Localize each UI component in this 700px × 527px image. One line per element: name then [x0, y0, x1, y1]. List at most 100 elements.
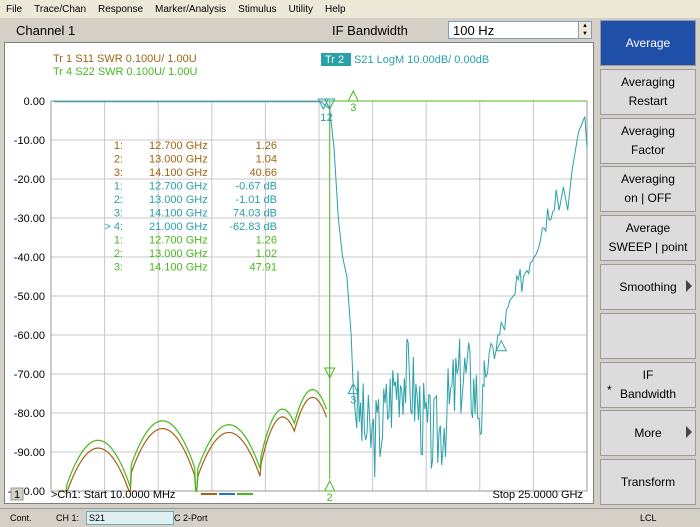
- softkey-label: Transform: [620, 474, 676, 489]
- y-tick-label: -30.00: [14, 213, 45, 225]
- marker-frequency: 13.000 GHz: [149, 194, 208, 206]
- softkey-averaging-button[interactable]: Averaging Factor: [600, 117, 696, 164]
- marker-value: -1.01 dB: [235, 194, 277, 206]
- marker-2-s21-label: 2: [327, 112, 333, 124]
- y-tick-label: -80.00: [14, 408, 45, 420]
- softkey-label: Average: [625, 35, 671, 50]
- softkey-averaging-button[interactable]: Averaging Restart: [600, 68, 696, 115]
- marker-value: 1.02: [256, 248, 277, 260]
- ifbw-value: 100 Hz: [453, 23, 495, 38]
- marker-frequency: 13.000 GHz: [149, 248, 208, 260]
- marker-4-s21: [495, 339, 508, 352]
- softkey-label: Averaging Factor: [621, 123, 675, 157]
- marker-value: -62.83 dB: [229, 221, 277, 233]
- ifbw-input[interactable]: 100 Hz ▲ ▼: [448, 21, 592, 39]
- trace-label-s22: Tr 4 S22 SWR 0.100U/ 1.00U: [53, 66, 198, 78]
- marker-2-s21: [323, 98, 336, 111]
- marker-number: 3:: [114, 208, 123, 220]
- start-frequency: >Ch1: Start 10.0000 MHz: [51, 489, 175, 501]
- marker-number: 3:: [114, 262, 123, 274]
- status-channel: CH 1:: [56, 513, 80, 523]
- channel-title: Channel 1: [16, 23, 76, 38]
- menu-utility[interactable]: Utility: [288, 3, 313, 15]
- softkey-label: Average SWEEP | point: [608, 221, 688, 255]
- y-tick-label: -60.00: [14, 330, 45, 342]
- marker-2-s22: [323, 479, 336, 492]
- stop-frequency: Stop 25.0000 GHz: [492, 489, 583, 501]
- marker-3-s21: [347, 382, 360, 395]
- ifbw-spinner[interactable]: ▲ ▼: [578, 22, 591, 38]
- y-tick-label: -50.00: [14, 291, 45, 303]
- softkey-transform-button[interactable]: Transform: [600, 459, 696, 506]
- y-tick-label: -20.00: [14, 174, 45, 186]
- marker-frequency: 12.700 GHz: [149, 235, 208, 247]
- window-number-box: [10, 487, 24, 501]
- channel-bar: Channel 1 IF Bandwidth 100 Hz ▲ ▼: [2, 20, 594, 42]
- marker-3-s21-label: 3: [350, 395, 356, 407]
- softkey-smoothing-button[interactable]: Smoothing: [600, 264, 696, 310]
- marker-s22: [323, 367, 336, 380]
- marker-3-s22-label: 3: [350, 102, 356, 114]
- menu-marker-analysis[interactable]: Marker/Analysis: [155, 3, 227, 15]
- ifbw-label: IF Bandwidth: [332, 23, 408, 38]
- trace-label-s21: S21 LogM 10.00dB/ 0.00dB: [354, 54, 489, 66]
- s21-trace: [52, 100, 588, 478]
- marker-frequency: 21.000 GHz: [149, 221, 208, 233]
- trace-label-s21-box: [321, 53, 351, 66]
- marker-frequency: 14.100 GHz: [149, 208, 208, 220]
- marker-value: 1.26: [256, 235, 277, 247]
- softkey-label: Averaging on | OFF: [621, 172, 675, 206]
- marker-frequency: 14.100 GHz: [149, 262, 208, 274]
- marker-number: 2:: [114, 154, 123, 166]
- softkey-more-button[interactable]: More: [600, 410, 696, 457]
- softkey-label: More: [634, 425, 662, 440]
- menu-bar: File Trace/Chan Response Marker/Analysis…: [0, 0, 700, 19]
- y-tick-label: 0.00: [24, 96, 45, 108]
- softkey-label: Averaging Restart: [621, 74, 675, 108]
- menu-stimulus[interactable]: Stimulus: [238, 3, 277, 15]
- marker-value: 40.66: [249, 167, 277, 179]
- trace-label-s21-id: Tr 2: [325, 54, 344, 66]
- trace-label-s11: Tr 1 S11 SWR 0.100U/ 1.00U: [53, 53, 197, 65]
- window-number: 1: [14, 489, 20, 501]
- marker-frequency: 14.100 GHz: [149, 167, 208, 179]
- softkey-average-button[interactable]: Average: [600, 20, 696, 66]
- marker-value: 74.03 dB: [233, 208, 277, 220]
- marker-number: 2:: [114, 194, 123, 206]
- softkey-averaging-button[interactable]: Averaging on | OFF: [600, 166, 696, 213]
- measurement-window: Channel 1 IF Bandwidth 100 Hz ▲ ▼ 0.00 -10…: [0, 18, 598, 508]
- softkey-label: Smoothing: [619, 279, 677, 294]
- marker-value: 47.91: [249, 262, 277, 274]
- marker-value: 1.26: [256, 140, 277, 152]
- status-cont: Cont.: [10, 513, 32, 523]
- softkey-average-button[interactable]: Average SWEEP | point: [600, 215, 696, 262]
- marker-frequency: 12.700 GHz: [149, 181, 208, 193]
- softkey-star: *: [607, 382, 612, 397]
- y-tick-label: -10.00: [14, 135, 45, 147]
- trace-graph: 0.00 -10.00 -20.00 -30.00 -40.00 -50.00 -60.00…: [8, 53, 588, 503]
- menu-trace-chan[interactable]: Trace/Chan: [34, 3, 86, 15]
- marker-number: > 4:: [104, 221, 123, 233]
- submenu-arrow-icon: [686, 280, 692, 292]
- menu-file[interactable]: File: [6, 3, 23, 15]
- y-tick-label: -70.00: [14, 369, 45, 381]
- marker-number: 1:: [114, 140, 123, 152]
- menu-help[interactable]: Help: [324, 3, 346, 15]
- y-tick-label: -40.00: [14, 252, 45, 264]
- softkey-panel: Average Averaging Restart Averaging Factor Av…: [598, 18, 700, 508]
- marker-3-s22: [347, 89, 360, 102]
- plot-area[interactable]: 0.00 -10.00 -20.00 -30.00 -40.00 -50.00 -60.00…: [4, 42, 594, 504]
- menu-response[interactable]: Response: [98, 3, 144, 15]
- softkey-if-button[interactable]: IF Bandwidth *: [600, 361, 696, 408]
- softkey-label: IF Bandwidth: [619, 367, 677, 401]
- marker-number: 1:: [114, 181, 123, 193]
- submenu-arrow-icon: [686, 426, 692, 439]
- marker-1-s21-label: 1: [320, 112, 326, 124]
- marker-number: 1:: [114, 235, 123, 247]
- marker-2-s22-label: 2: [327, 492, 333, 503]
- softkey-blank-button[interactable]: [600, 312, 696, 359]
- marker-value: -0.67 dB: [235, 181, 277, 193]
- status-cal: C 2-Port: [174, 513, 208, 523]
- marker-number: 2:: [114, 248, 123, 260]
- marker-1-s21: [317, 98, 330, 111]
